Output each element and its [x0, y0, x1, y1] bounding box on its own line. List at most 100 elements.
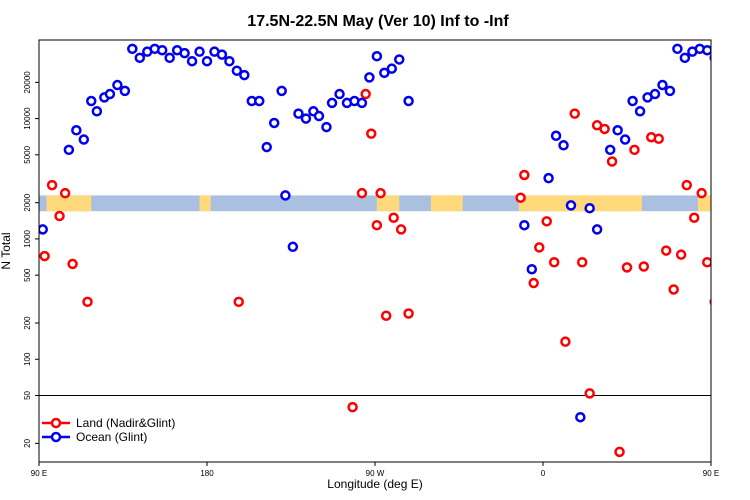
- ocean-point: [231, 65, 243, 76]
- land-point: [696, 187, 707, 199]
- ocean-point: [612, 125, 623, 136]
- legend: Land (Nadir&Glint) Ocean (Glint): [42, 416, 175, 444]
- land-region: [46, 195, 92, 212]
- ocean-point: [526, 263, 538, 275]
- ocean-point: [216, 49, 228, 60]
- land-point: [519, 169, 530, 181]
- y-tick-label: 200: [23, 316, 32, 330]
- y-tick-label: 500: [23, 268, 32, 282]
- ocean-point: [664, 85, 676, 97]
- ocean-point: [194, 46, 205, 57]
- land-point: [356, 187, 368, 199]
- data-points: [39, 43, 711, 458]
- land-point: [528, 277, 539, 289]
- y-tick-label: 10000: [23, 107, 32, 130]
- ocean-point: [239, 69, 250, 81]
- ocean-point: [268, 117, 280, 129]
- ocean-point: [254, 95, 265, 107]
- ocean-point: [575, 411, 586, 423]
- ocean-point: [604, 144, 616, 156]
- land-point: [347, 401, 358, 413]
- land-point: [675, 249, 687, 260]
- land-point: [360, 88, 371, 100]
- land-point: [233, 296, 244, 308]
- land-region: [199, 195, 211, 212]
- ocean-point: [201, 55, 213, 67]
- ocean-point: [280, 190, 291, 201]
- ocean-point: [156, 44, 168, 56]
- ocean-point: [321, 121, 332, 133]
- legend-entry-ocean: Ocean (Glint): [42, 430, 147, 444]
- ocean-point: [186, 55, 198, 67]
- land-point: [629, 144, 640, 156]
- land-point: [548, 256, 560, 268]
- land-point: [46, 179, 58, 191]
- land-point: [688, 212, 700, 223]
- ocean-point: [300, 113, 312, 124]
- chart-title: 17.5N-22.5N May (Ver 10) Inf to -Inf: [247, 13, 509, 30]
- land-point: [576, 256, 588, 268]
- ocean-point: [71, 125, 82, 136]
- ocean-point: [364, 72, 375, 83]
- ocean-point: [334, 88, 345, 100]
- land-point: [599, 123, 610, 135]
- land-region: [518, 195, 642, 212]
- ocean-point: [39, 224, 48, 235]
- ocean-point: [634, 106, 646, 117]
- ocean-point: [91, 106, 103, 117]
- ocean-point: [403, 95, 414, 107]
- ocean-point: [619, 134, 631, 145]
- x-tick-label: 0: [541, 469, 546, 478]
- ocean-point: [104, 88, 116, 100]
- y-tick-label: 1000: [23, 229, 32, 247]
- ocean-point: [379, 67, 390, 79]
- x-tick-label: 180: [200, 469, 214, 478]
- x-tick-label: 90 E: [31, 469, 47, 478]
- ocean-point: [112, 79, 123, 91]
- ocean-point: [584, 202, 595, 214]
- ocean-point: [276, 85, 287, 97]
- land-point: [395, 224, 407, 235]
- ocean-point: [224, 55, 235, 67]
- ocean-point: [386, 63, 398, 74]
- ocean-point: [627, 95, 638, 107]
- y-axis-label: N Total: [0, 232, 13, 269]
- y-tick-label: 5000: [23, 145, 32, 163]
- land-point: [534, 242, 545, 253]
- ocean-point: [63, 144, 75, 156]
- ocean-point: [672, 43, 683, 55]
- land-point: [621, 262, 633, 273]
- ocean-point: [649, 88, 661, 100]
- land-point: [668, 284, 679, 295]
- land-point: [403, 308, 414, 319]
- ocean-point: [519, 219, 530, 231]
- ocean-point: [78, 134, 90, 145]
- ocean-point: [394, 54, 405, 65]
- land-point: [39, 250, 50, 262]
- land-point: [653, 133, 664, 145]
- legend-label-land: Land (Nadir&Glint): [76, 416, 175, 430]
- ocean-point: [127, 43, 138, 55]
- ocean-point: [565, 200, 577, 211]
- land-point: [638, 261, 650, 272]
- land-point: [606, 156, 618, 167]
- ocean-point: [287, 241, 299, 253]
- land-point: [388, 212, 399, 223]
- land-point: [569, 108, 580, 119]
- ocean-point: [356, 97, 368, 109]
- ocean-point: [261, 141, 272, 153]
- y-tick-label: 100: [23, 352, 32, 366]
- ocean-point: [657, 79, 668, 91]
- legend-entry-land: Land (Nadir&Glint): [42, 416, 175, 430]
- ocean-point: [679, 52, 691, 64]
- ocean-point: [293, 108, 304, 119]
- ocean-point: [709, 54, 711, 62]
- land-point: [380, 310, 392, 321]
- ocean-point: [179, 47, 190, 59]
- land-point: [59, 187, 71, 199]
- y-tick-label: 20000: [23, 71, 32, 94]
- ocean-point: [543, 172, 554, 184]
- land-point: [82, 296, 93, 308]
- ocean-point: [371, 50, 383, 62]
